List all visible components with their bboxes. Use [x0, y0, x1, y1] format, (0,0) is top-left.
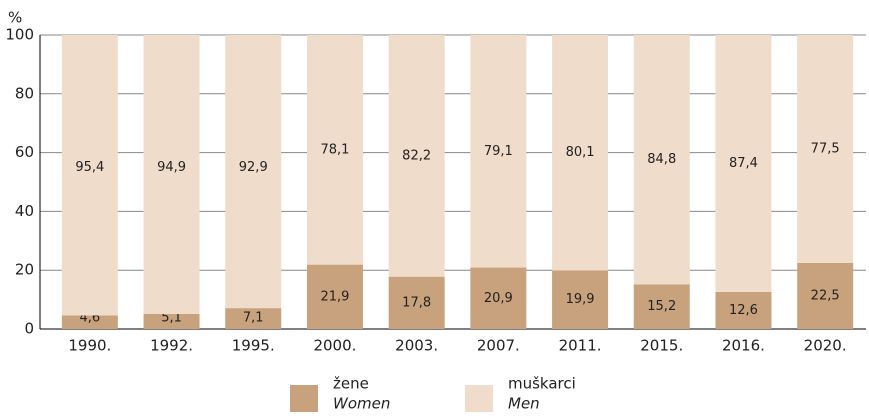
- y-tick-label: 100: [5, 26, 34, 44]
- bar-segment: [633, 35, 690, 285]
- value-label: 15,2: [647, 299, 676, 314]
- bar-segment: [388, 35, 445, 277]
- legend-label-en: Men: [508, 395, 540, 413]
- x-tick-label: 2016.: [722, 337, 765, 355]
- value-label: 94,9: [157, 160, 186, 175]
- bar-segment: [470, 267, 527, 329]
- x-tick-label: 1995.: [232, 337, 275, 355]
- value-label: 87,4: [729, 156, 758, 171]
- bar-segment: [715, 35, 772, 292]
- value-label: 12,6: [729, 303, 758, 318]
- value-label: 84,8: [647, 152, 676, 167]
- value-label: 21,9: [320, 289, 349, 304]
- value-label: 78,1: [320, 142, 349, 157]
- value-label: 20,9: [484, 291, 513, 306]
- x-tick-label: 2015.: [640, 337, 683, 355]
- x-tick-label: 2011.: [559, 337, 602, 355]
- bar-segment: [797, 35, 854, 263]
- y-tick-label: 20: [15, 261, 34, 279]
- bar-segment: [633, 284, 690, 329]
- bar-segment: [143, 314, 200, 329]
- bar-segment: [61, 35, 118, 316]
- value-label: 80,1: [566, 145, 595, 160]
- x-tick-label: 2007.: [477, 337, 520, 355]
- y-tick-label: 80: [15, 84, 34, 102]
- x-tick-label: 1992.: [150, 337, 193, 355]
- y-axis-label: %: [8, 9, 22, 27]
- bar-segment: [143, 35, 200, 315]
- legend-label: žene: [333, 375, 369, 393]
- bar-segment: [797, 262, 854, 329]
- value-label: 77,5: [811, 141, 840, 156]
- value-label: 79,1: [484, 144, 513, 159]
- bar-segment: [306, 35, 363, 265]
- x-tick-label: 1990.: [68, 337, 111, 355]
- bar-segment: [225, 35, 282, 309]
- value-label: 22,5: [811, 288, 840, 303]
- value-label: 7,1: [243, 311, 264, 326]
- value-label: 5,1: [161, 311, 182, 326]
- legend-label: muškarci: [508, 375, 576, 393]
- x-tick-label: 2003.: [395, 337, 438, 355]
- bar-segment: [61, 315, 118, 329]
- legend-swatch: [290, 385, 318, 412]
- x-tick-label: 2000.: [313, 337, 356, 355]
- bar-segment: [225, 308, 282, 329]
- value-label: 19,9: [566, 292, 595, 307]
- value-label: 92,9: [239, 160, 268, 175]
- bar-segment: [552, 270, 609, 329]
- bar-segment: [388, 276, 445, 329]
- bar-segment: [306, 264, 363, 329]
- legend-swatch: [465, 385, 493, 412]
- value-label: 95,4: [75, 160, 104, 175]
- legend-label-en: Women: [333, 395, 390, 413]
- y-tick-label: 0: [24, 320, 34, 338]
- y-tick-label: 60: [15, 143, 34, 161]
- y-tick-label: 40: [15, 202, 34, 220]
- bar-segment: [552, 35, 609, 271]
- value-label: 82,2: [402, 148, 431, 163]
- bar-segment: [470, 35, 527, 268]
- x-tick-label: 2020.: [804, 337, 847, 355]
- value-label: 17,8: [402, 295, 431, 310]
- bar-segment: [715, 291, 772, 329]
